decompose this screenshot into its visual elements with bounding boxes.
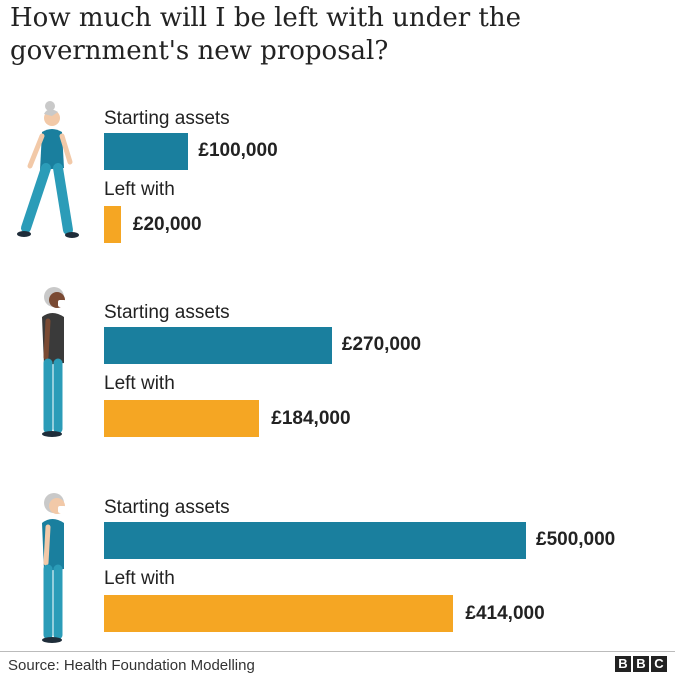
starting-assets-label: Starting assets — [104, 302, 230, 323]
logo-letter: B — [615, 656, 631, 672]
logo-letter: C — [651, 656, 667, 672]
source-note: Source: Health Foundation Modelling — [8, 657, 255, 674]
left-with-bar — [104, 400, 260, 437]
left-with-bar — [104, 206, 121, 243]
starting-assets-label: Starting assets — [104, 497, 230, 518]
starting-assets-value: £270,000 — [341, 334, 422, 355]
left-with-value: £184,000 — [271, 408, 351, 429]
person-standing-icon — [28, 283, 98, 448]
left-with-label: Left with — [104, 179, 175, 200]
left-with-value: £414,000 — [465, 603, 545, 624]
starting-assets-bar — [104, 133, 189, 170]
starting-assets-value: £500,000 — [536, 529, 616, 550]
left-with-bar — [104, 595, 454, 632]
person-standing-icon — [28, 489, 98, 654]
left-with-label: Left with — [104, 373, 175, 394]
starting-assets-bar — [104, 522, 526, 559]
left-with-label: Left with — [104, 568, 175, 589]
starting-assets-label: Starting assets — [104, 108, 230, 129]
logo-letter: B — [633, 656, 649, 672]
left-with-value: £20,000 — [132, 214, 202, 235]
bbc-logo: B B C — [615, 656, 667, 672]
chart-title: How much will I be left with under the g… — [10, 3, 521, 66]
starting-assets-value: £100,000 — [198, 140, 278, 161]
person-walking-icon — [12, 96, 82, 261]
footer-divider — [0, 651, 675, 652]
starting-assets-bar — [104, 327, 332, 364]
